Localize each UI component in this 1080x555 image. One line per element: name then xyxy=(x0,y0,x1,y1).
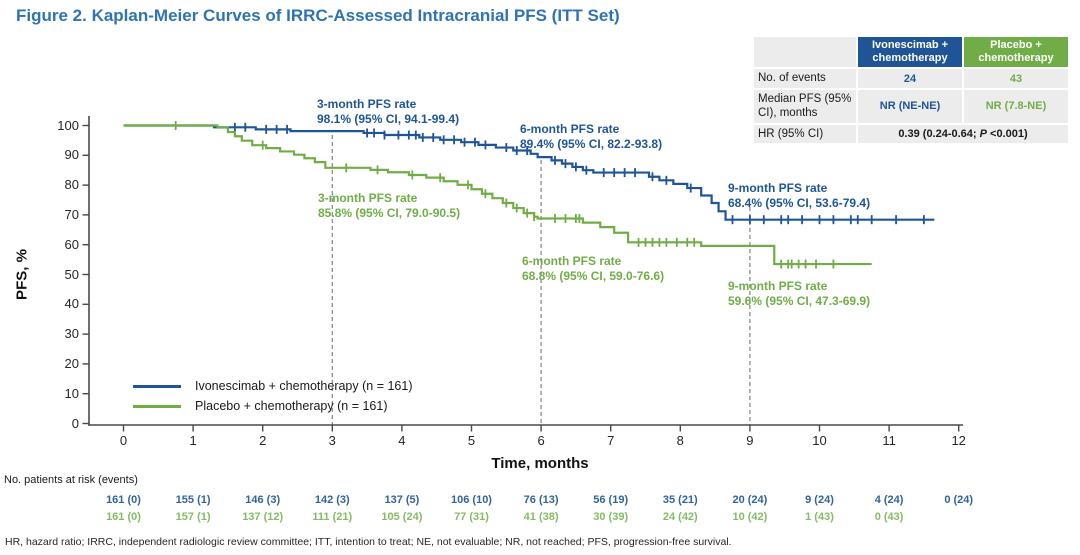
footnote: HR, hazard ratio; IRRC, independent radi… xyxy=(5,536,732,548)
summary-value-median-placebo: NR (7.8-NE) xyxy=(962,87,1070,125)
figure-title: Figure 2. Kaplan-Meier Curves of IRRC-As… xyxy=(16,6,620,25)
summary-value-events-placebo: 43 xyxy=(962,67,1070,90)
annotation-ivonescimab-3mo: 3-month PFS rate 98.1% (95% CI, 94.1-99.4… xyxy=(317,97,460,126)
legend-label-placebo: Placebo + chemotherapy (n = 161) xyxy=(195,399,388,413)
annotation-placebo-6mo: 6-month PFS rate 68.8% (95% CI, 59.0-76.6… xyxy=(522,254,665,283)
summary-col-header-ivonescimab: Ivonescimab + chemotherapy xyxy=(856,34,964,70)
annotation-placebo-3mo: 3-month PFS rate 85.8% (95% CI, 79.0-90.5… xyxy=(318,191,461,220)
annotation-ivonescimab-9mo: 9-month PFS rate 68.4% (95% CI, 53.6-79.4… xyxy=(728,181,871,210)
summary-corner-cell xyxy=(752,34,858,70)
summary-row-label-hr: HR (95% CI) xyxy=(752,122,858,145)
legend-swatch-placebo xyxy=(133,404,181,408)
y-axis-title: PFS, % xyxy=(13,249,31,300)
annotation-placebo-9mo: 9-month PFS rate 59.6% (95% CI, 47.3-69.9… xyxy=(728,279,871,308)
summary-row-label-median-pfs: Median PFS (95% CI), months xyxy=(752,87,858,125)
x-axis-title: Time, months xyxy=(491,455,589,472)
legend-item-placebo: Placebo + chemotherapy (n = 161) xyxy=(133,396,412,416)
summary-col-header-placebo: Placebo + chemotherapy xyxy=(962,34,1070,70)
legend: Ivonescimab + chemotherapy (n = 161) Pla… xyxy=(133,376,412,416)
at-risk-label: No. patients at risk (events) xyxy=(4,474,138,486)
summary-value-events-ivonescimab: 24 xyxy=(856,67,964,90)
summary-value-hr: 0.39 (0.24-0.64; P <0.001) xyxy=(856,122,1070,145)
summary-row-label-events: No. of events xyxy=(752,67,858,90)
legend-swatch-ivonescimab xyxy=(133,384,181,388)
summary-value-median-ivonescimab: NR (NE-NE) xyxy=(856,87,964,125)
legend-item-ivonescimab: Ivonescimab + chemotherapy (n = 161) xyxy=(133,376,412,396)
summary-table: Ivonescimab + chemotherapy Placebo + che… xyxy=(752,34,1070,145)
legend-label-ivonescimab: Ivonescimab + chemotherapy (n = 161) xyxy=(195,379,413,393)
annotation-ivonescimab-6mo: 6-month PFS rate 89.4% (95% CI, 82.2-93.8… xyxy=(520,122,663,151)
